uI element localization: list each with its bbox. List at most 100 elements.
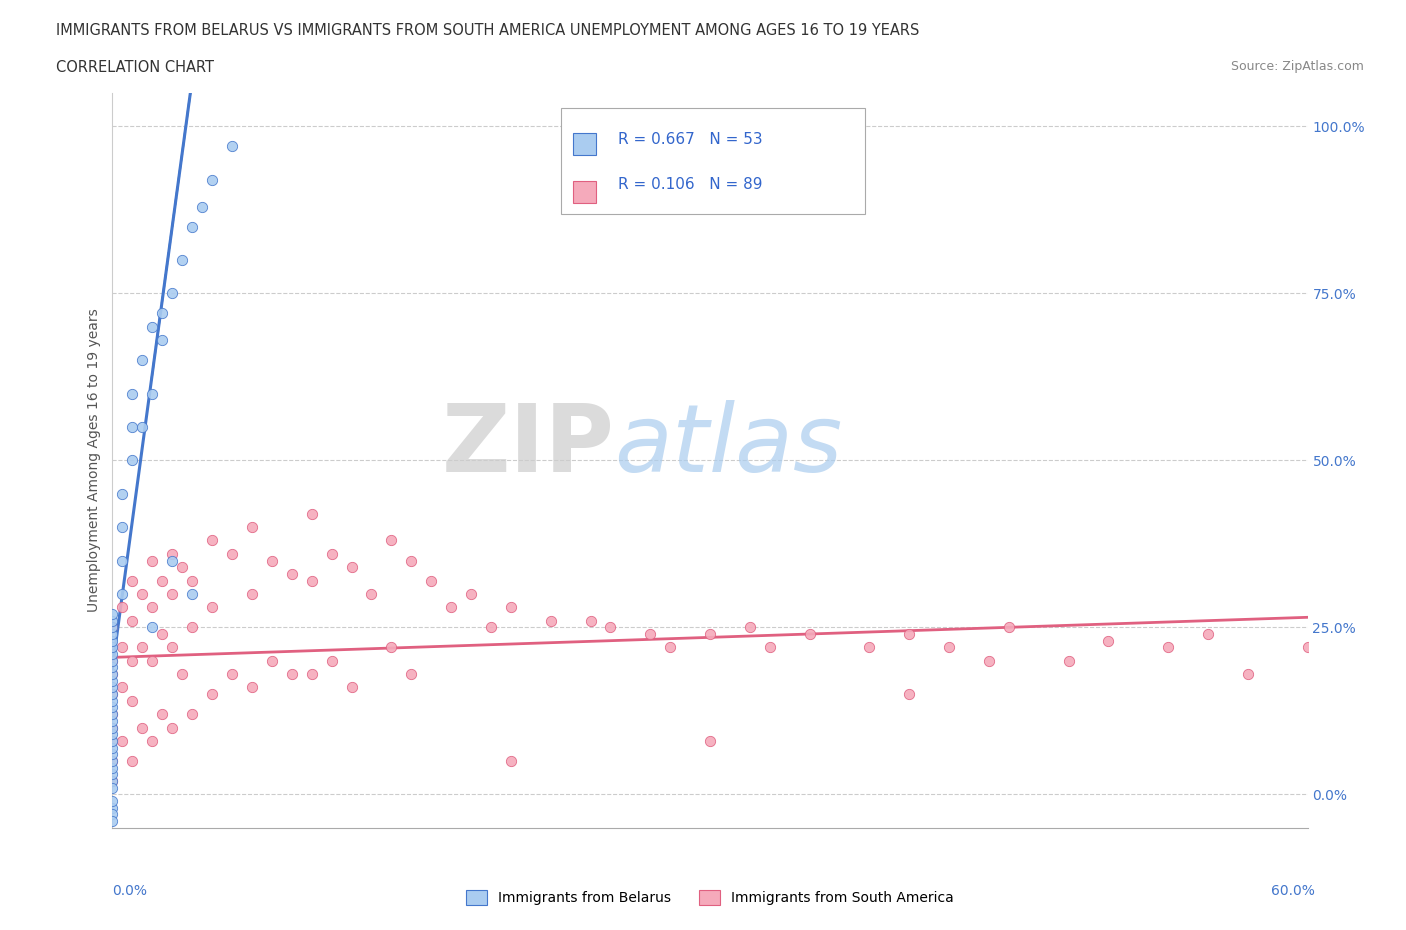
Text: ZIP: ZIP	[441, 400, 614, 492]
Point	[181, 587, 204, 602]
Point	[101, 726, 124, 741]
Point	[599, 620, 621, 635]
Point	[111, 640, 134, 655]
Point	[1157, 640, 1180, 655]
Point	[440, 600, 463, 615]
Point	[131, 419, 153, 434]
Point	[162, 547, 183, 562]
Point	[898, 686, 921, 701]
Point	[1097, 633, 1119, 648]
Point	[738, 620, 761, 635]
Text: Source: ZipAtlas.com: Source: ZipAtlas.com	[1230, 60, 1364, 73]
FancyBboxPatch shape	[572, 181, 596, 204]
Point	[181, 219, 204, 234]
Point	[101, 620, 124, 635]
Point	[111, 600, 134, 615]
Point	[340, 680, 363, 695]
Text: atlas: atlas	[614, 400, 842, 491]
Point	[121, 573, 143, 588]
Point	[101, 767, 124, 782]
Point	[101, 807, 124, 822]
Point	[1237, 667, 1260, 682]
Point	[240, 520, 263, 535]
Point	[101, 740, 124, 755]
Point	[281, 566, 304, 581]
Point	[131, 587, 153, 602]
Point	[181, 620, 204, 635]
Point	[101, 613, 124, 628]
Point	[101, 680, 124, 695]
Point	[101, 660, 124, 675]
Point	[191, 199, 214, 214]
Point	[181, 707, 204, 722]
Point	[181, 573, 204, 588]
Point	[260, 553, 283, 568]
Point	[101, 720, 124, 735]
Point	[101, 734, 124, 749]
Point	[162, 587, 183, 602]
Point	[101, 720, 124, 735]
Point	[101, 814, 124, 829]
Point	[799, 627, 821, 642]
Point	[141, 620, 163, 635]
Point	[101, 753, 124, 768]
Point	[121, 753, 143, 768]
Point	[659, 640, 682, 655]
Point	[150, 333, 173, 348]
Point	[101, 774, 124, 789]
Point	[101, 753, 124, 768]
Point	[977, 653, 1000, 668]
Point	[360, 587, 382, 602]
Point	[759, 640, 782, 655]
Point	[380, 640, 402, 655]
Point	[240, 680, 263, 695]
Point	[499, 600, 522, 615]
Point	[898, 627, 921, 642]
Point	[638, 627, 662, 642]
Point	[150, 306, 173, 321]
Point	[101, 734, 124, 749]
Point	[101, 694, 124, 709]
Point	[221, 667, 243, 682]
Point	[201, 172, 224, 187]
Point	[101, 707, 124, 722]
Point	[101, 606, 124, 621]
Point	[141, 734, 163, 749]
Point	[150, 627, 173, 642]
Point	[699, 734, 721, 749]
Point	[121, 419, 143, 434]
Text: 60.0%: 60.0%	[1271, 884, 1315, 898]
Point	[101, 646, 124, 661]
Point	[101, 700, 124, 715]
Point	[162, 640, 183, 655]
Text: R = 0.667   N = 53: R = 0.667 N = 53	[619, 132, 762, 147]
Point	[460, 587, 482, 602]
Point	[131, 720, 153, 735]
Point	[131, 640, 153, 655]
Point	[121, 613, 143, 628]
Point	[321, 653, 343, 668]
Point	[111, 734, 134, 749]
Point	[101, 667, 124, 682]
Point	[101, 686, 124, 701]
Point	[579, 613, 602, 628]
Point	[141, 653, 163, 668]
Point	[141, 600, 163, 615]
Text: R = 0.106   N = 89: R = 0.106 N = 89	[619, 178, 762, 193]
Point	[201, 686, 224, 701]
Point	[240, 587, 263, 602]
Point	[101, 653, 124, 668]
Point	[111, 553, 134, 568]
Point	[858, 640, 880, 655]
Point	[101, 747, 124, 762]
Point	[101, 673, 124, 688]
Point	[172, 560, 194, 575]
Legend: Immigrants from Belarus, Immigrants from South America: Immigrants from Belarus, Immigrants from…	[467, 890, 953, 905]
Point	[401, 667, 423, 682]
Point	[150, 573, 173, 588]
Point	[111, 680, 134, 695]
Point	[1296, 640, 1319, 655]
Point	[162, 553, 183, 568]
Text: 0.0%: 0.0%	[112, 884, 148, 898]
Point	[101, 793, 124, 808]
